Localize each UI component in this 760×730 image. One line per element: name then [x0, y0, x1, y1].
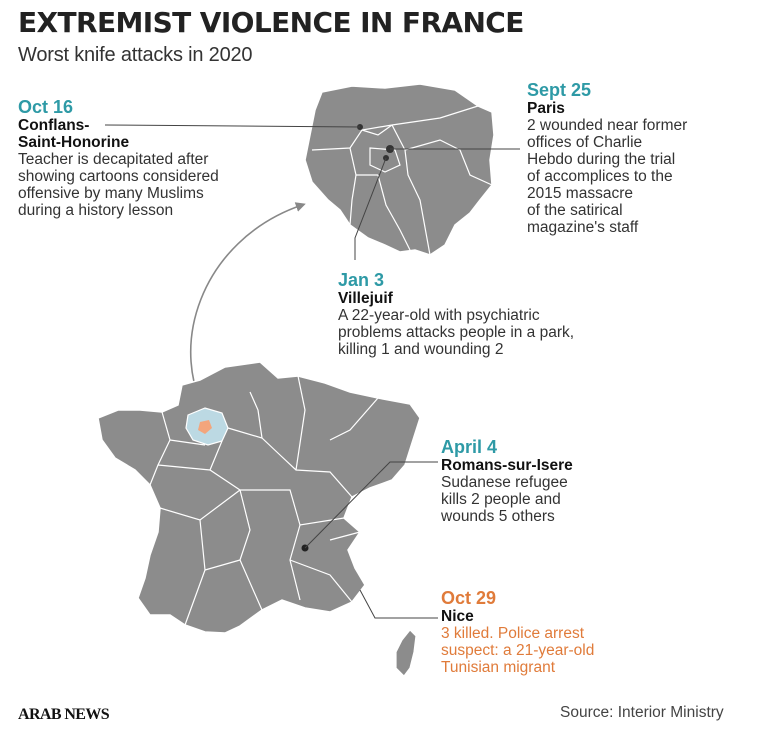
april4-date: April 4: [441, 437, 498, 457]
oct29-date: Oct 29: [441, 588, 497, 608]
department-borders: [311, 105, 493, 256]
arab-news-logo: ARAB NEWS: [18, 706, 110, 723]
jan3-annotation: Jan 3 Villejuif A 22-year-old with psych…: [338, 270, 658, 358]
sept25-date: Sept 25: [527, 80, 592, 100]
france-map: [97, 361, 421, 677]
jan3-place: Villejuif: [338, 290, 393, 307]
jan3-date: Jan 3: [338, 270, 385, 290]
oct16-leader-line: [104, 124, 361, 128]
jan3-description: A 22-year-old with psychiatric problems …: [338, 307, 575, 358]
oct29-place: Nice: [441, 608, 474, 625]
sept25-annotation: Sept 25 Paris 2 wounded near former offi…: [527, 80, 757, 236]
headline: EXTREMIST VIOLENCE IN FRANCE: [18, 6, 524, 39]
subheadline: Worst knife attacks in 2020: [18, 44, 253, 66]
oct29-description: 3 killed. Police arrest suspect: a 21-ye…: [441, 625, 595, 676]
ile-de-france-inset-map: [304, 83, 495, 256]
region-borders: [149, 375, 379, 626]
oct29-annotation: Oct 29 Nice 3 killed. Police arrest susp…: [441, 588, 651, 676]
oct29-leader-line: [359, 589, 438, 619]
april4-leader-line: [304, 461, 438, 549]
oct16-description: Teacher is decapitated after showing car…: [18, 151, 219, 219]
inset-leader-lines: [104, 124, 520, 260]
april4-annotation: April 4 Romans-sur-Isere Sudanese refuge…: [441, 437, 641, 525]
corsica: [395, 629, 417, 677]
france-mainland: [97, 361, 421, 634]
april4-place: Romans-sur-Isere: [441, 457, 573, 474]
oct16-annotation: Oct 16 Conflans- Saint-Honorine Teacher …: [18, 97, 298, 219]
oct16-place: Conflans- Saint-Honorine: [18, 117, 130, 151]
oct16-date: Oct 16: [18, 97, 74, 117]
sept25-place: Paris: [527, 100, 565, 117]
paris-area-marker: [198, 420, 212, 434]
source-credit: Source: Interior Ministry: [560, 704, 724, 721]
jan3-leader-line: [354, 157, 387, 260]
april4-description: Sudanese refugee kills 2 people and woun…: [441, 474, 568, 525]
sept25-description: 2 wounded near former offices of Charlie…: [527, 117, 688, 236]
france-leader-lines: [304, 461, 438, 619]
